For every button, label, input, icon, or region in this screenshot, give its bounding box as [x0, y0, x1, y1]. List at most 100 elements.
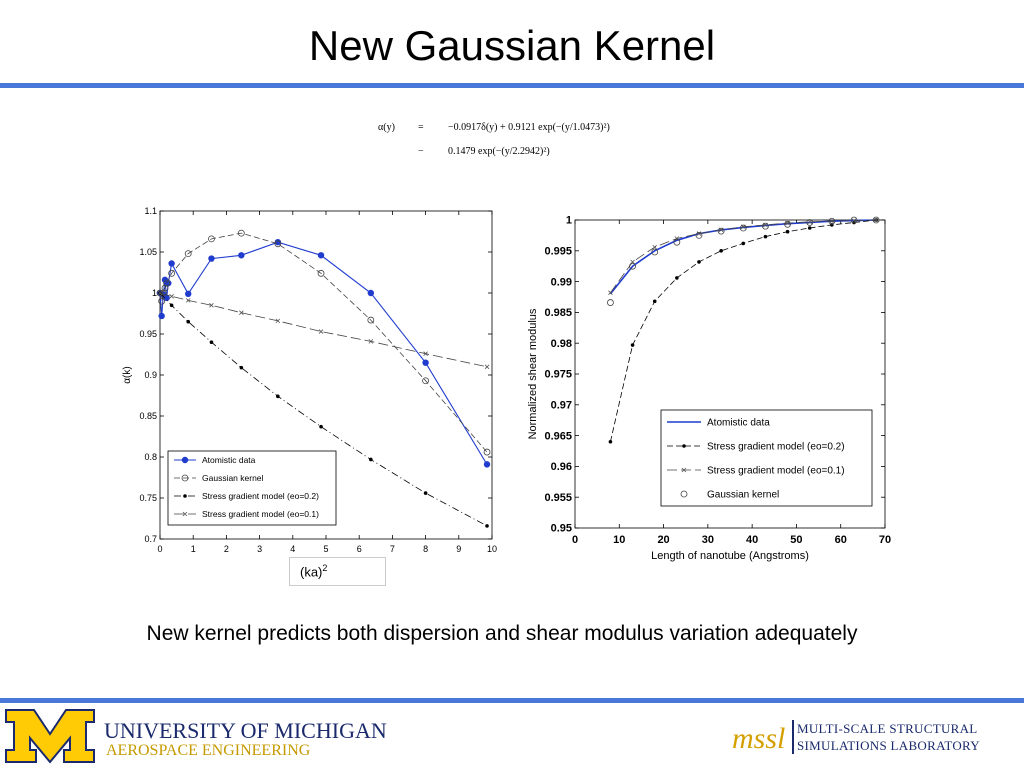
legend-label: Stress gradient model (eo=0.2): [707, 441, 845, 452]
legend-label: Atomistic data: [707, 417, 770, 428]
series-3-point: [485, 524, 489, 528]
y-tick-label: 0.965: [544, 430, 572, 442]
series-4-point: [651, 248, 659, 256]
series-4-point: [423, 351, 428, 356]
series-2-point: [168, 269, 176, 277]
series-2-point: [161, 284, 169, 292]
series-4-point: [673, 238, 681, 246]
x-tick-label: 3: [257, 544, 262, 554]
series-3-point: [652, 244, 657, 250]
slide-caption: New kernel predicts both dispersion and …: [146, 622, 858, 645]
series-2-point: [741, 241, 746, 246]
x-tick-label: 9: [456, 544, 461, 554]
series-2-point: [483, 448, 491, 456]
series-4-point: [185, 298, 191, 303]
series-1-point: [483, 461, 491, 468]
series-1-point: [238, 252, 245, 259]
series-2-point: [317, 269, 325, 277]
series-2-point: [807, 226, 812, 230]
series-1-point: [165, 279, 172, 287]
series-2-point: [422, 377, 430, 385]
legend-marker: [183, 494, 187, 498]
x-tick-label: 50: [790, 534, 802, 546]
y-tick-label: 0.97: [551, 399, 572, 411]
x-tick-label: 4: [290, 544, 295, 554]
legend-marker: [682, 444, 686, 448]
series-1-point: [158, 312, 165, 320]
legend-label: Stress gradient model (eo=0.2): [202, 491, 319, 501]
series-2-point: [156, 289, 164, 297]
series-2-point: [785, 229, 790, 234]
x-tick-label: 1: [191, 544, 196, 554]
y-tick-label: 1: [152, 288, 157, 298]
series-3-point: [873, 217, 879, 223]
slide-title: New Gaussian Kernel: [308, 22, 716, 69]
x-tick-label: 0: [157, 544, 162, 554]
series-3-point: [239, 365, 244, 370]
y-tick-label: 0.95: [551, 523, 572, 535]
x-axis-label: Length of nanotube (Angstroms): [651, 550, 809, 562]
y-tick-label: 0.95: [139, 329, 157, 339]
dispersion-chart: 0 1 2 3 4 5 6 7 8 9 10 0.7 0.75 0.8 0.85 0.9 0.95 1 1.05 1.…: [122, 206, 497, 554]
y-tick-label: 1: [566, 215, 572, 227]
dispersion-xlabel: (ka)2: [300, 563, 328, 580]
y-tick-label: 0.995: [544, 245, 572, 257]
dispersion-xlabel-box: (ka)2: [289, 557, 386, 586]
series-4-point: [629, 262, 636, 270]
y-tick-label: 0.75: [139, 493, 157, 503]
series-4-point: [209, 303, 214, 308]
lab-name-line-1: MULTI-SCALE STRUCTURAL: [797, 721, 978, 736]
series-3-point: [319, 424, 323, 429]
series-3-point: [209, 340, 214, 344]
y-tick-label: 0.975: [544, 369, 572, 381]
legend-marker: [182, 511, 188, 517]
y-tick-label: 0.9: [144, 370, 157, 380]
series-4-point: [239, 310, 244, 315]
department-name: AEROSPACE ENGINEERING: [106, 742, 311, 759]
legend-label: Stress gradient model (eo=0.1): [707, 465, 845, 476]
series-3-point: [423, 491, 428, 495]
equation-line-2: − 0.1479 exp(−(y/2.2942)²): [378, 146, 550, 157]
block-m-logo: [5, 709, 95, 764]
bottom-divider: [0, 698, 1024, 703]
series-2-point: [652, 299, 657, 304]
legend-label: Stress gradient model (eo=0.1): [202, 509, 319, 519]
legend-marker: [181, 456, 189, 464]
series-2-point: [763, 234, 768, 239]
legend-box: [167, 450, 337, 526]
series-3-point: [829, 218, 835, 224]
series-2-point: [237, 229, 245, 237]
equation-line-1: α(y) = −0.0917δ(y) + 0.9121 exp(−(y/1.0473…: [378, 122, 610, 133]
equation-rhs-2: 0.1479 exp(−(y/2.2942)²): [448, 146, 550, 157]
series-4-point: [806, 219, 814, 226]
x-tick-label: 2: [224, 544, 229, 554]
series-3-point: [807, 219, 812, 225]
lab-logo-divider: [792, 720, 794, 754]
series-3-point: [369, 457, 373, 462]
x-tick-label: 0: [572, 534, 578, 546]
series-2-point: [158, 297, 166, 305]
legend-label: Gaussian kernel: [202, 473, 264, 483]
series-3-point: [696, 231, 702, 236]
series-4-point: [368, 339, 374, 344]
series-3-point: [276, 394, 280, 399]
equation-op-minus: −: [418, 146, 424, 157]
legend-box: [660, 409, 873, 507]
series-4-point: [828, 217, 836, 225]
series-3-point: [674, 236, 680, 241]
series-line-3: [159, 292, 488, 527]
x-tick-label: 10: [613, 534, 625, 546]
x-tick-label: 7: [390, 544, 395, 554]
university-name: UNIVERSITY OF MICHIGAN: [104, 718, 387, 743]
series-1-point: [163, 294, 170, 302]
series-1-point: [274, 238, 282, 246]
x-tick-label: 60: [835, 534, 847, 546]
series-4-point: [850, 216, 858, 224]
series-4-point: [872, 216, 880, 224]
series-line-2: [159, 232, 488, 453]
y-tick-label: 0.985: [544, 307, 572, 319]
series-1-point: [185, 290, 192, 298]
series-2-point: [675, 276, 679, 280]
y-tick-label: 0.96: [551, 461, 572, 473]
lab-logo-text: mssl: [732, 722, 786, 755]
